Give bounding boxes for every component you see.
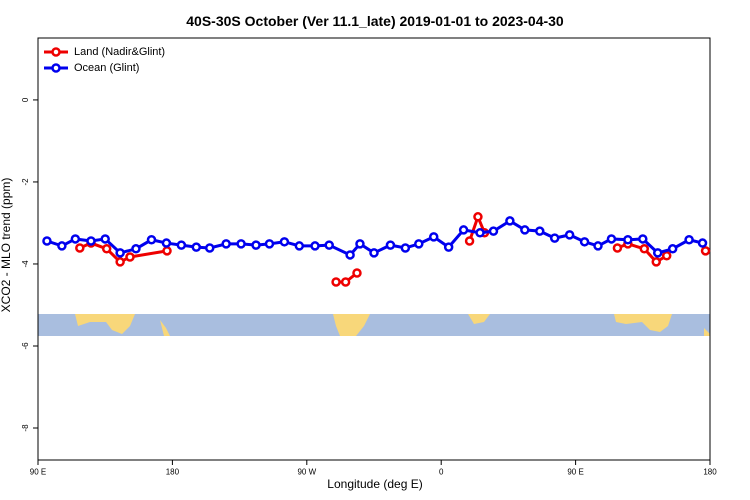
map-band (38, 314, 710, 336)
legend-label: Ocean (Glint) (74, 62, 139, 74)
point (221, 239, 231, 249)
x-tick-label: 180 (703, 468, 717, 477)
point (697, 238, 708, 248)
point (623, 235, 633, 245)
y-tick-label: -8 (21, 424, 30, 432)
point (86, 236, 96, 246)
point (428, 232, 439, 242)
point (340, 277, 351, 287)
series-line (80, 217, 706, 282)
y-tick-label: -6 (21, 342, 30, 350)
y-axis-label: XCO2 - MLO trend (ppm) (0, 178, 13, 313)
point (700, 246, 711, 256)
point (251, 240, 261, 250)
point (612, 243, 623, 253)
point (125, 252, 135, 262)
point (355, 239, 365, 249)
point (204, 243, 215, 253)
point (101, 244, 112, 254)
point (115, 248, 125, 258)
point (606, 234, 617, 244)
point (684, 235, 694, 245)
point (236, 239, 246, 249)
point (535, 226, 545, 236)
x-axis-label: Longitude (deg E) (327, 477, 422, 491)
point (475, 228, 485, 238)
point (324, 240, 334, 250)
point (264, 239, 275, 249)
point (57, 241, 67, 251)
point (369, 248, 379, 258)
point (579, 237, 590, 247)
y-tick-label: 0 (21, 97, 30, 102)
legend-marker (51, 63, 61, 73)
point (593, 241, 603, 251)
point (42, 236, 52, 246)
point (414, 239, 424, 249)
point (638, 234, 648, 244)
point (505, 216, 515, 226)
x-tick-label: 90 E (567, 468, 583, 477)
y-tick-label: -2 (21, 178, 30, 186)
point (146, 235, 157, 245)
point (345, 250, 355, 260)
point (473, 212, 483, 222)
point (464, 236, 475, 246)
point (70, 234, 81, 244)
point (667, 244, 678, 254)
point (549, 233, 560, 243)
point (443, 242, 454, 252)
point (385, 240, 396, 250)
point (488, 226, 499, 236)
x-tick-label: 180 (166, 468, 180, 477)
plot-frame (37, 37, 711, 461)
point (400, 243, 411, 253)
point (115, 257, 125, 267)
x-tick-label: 0 (439, 468, 444, 477)
point (520, 225, 530, 235)
point (161, 238, 172, 248)
legend-marker (51, 47, 61, 57)
point (75, 243, 85, 253)
point (100, 234, 110, 244)
point (652, 248, 663, 258)
point (661, 251, 672, 261)
point (458, 225, 469, 235)
point (279, 237, 290, 247)
point (131, 244, 141, 254)
point (310, 241, 320, 251)
y-tick-label: -4 (21, 260, 30, 268)
point (352, 268, 362, 278)
point (294, 241, 305, 251)
point (162, 246, 172, 256)
x-tick-label: 90 E (30, 468, 46, 477)
point (176, 240, 187, 250)
point (331, 277, 341, 287)
point (651, 257, 661, 267)
point (564, 230, 575, 240)
legend-label: Land (Nadir&Glint) (74, 46, 165, 58)
point (639, 244, 650, 254)
chart-title: 40S-30S October (Ver 11.1_late) 2019-01-… (186, 13, 564, 29)
point (191, 242, 202, 252)
x-tick-label: 90 W (297, 468, 316, 477)
